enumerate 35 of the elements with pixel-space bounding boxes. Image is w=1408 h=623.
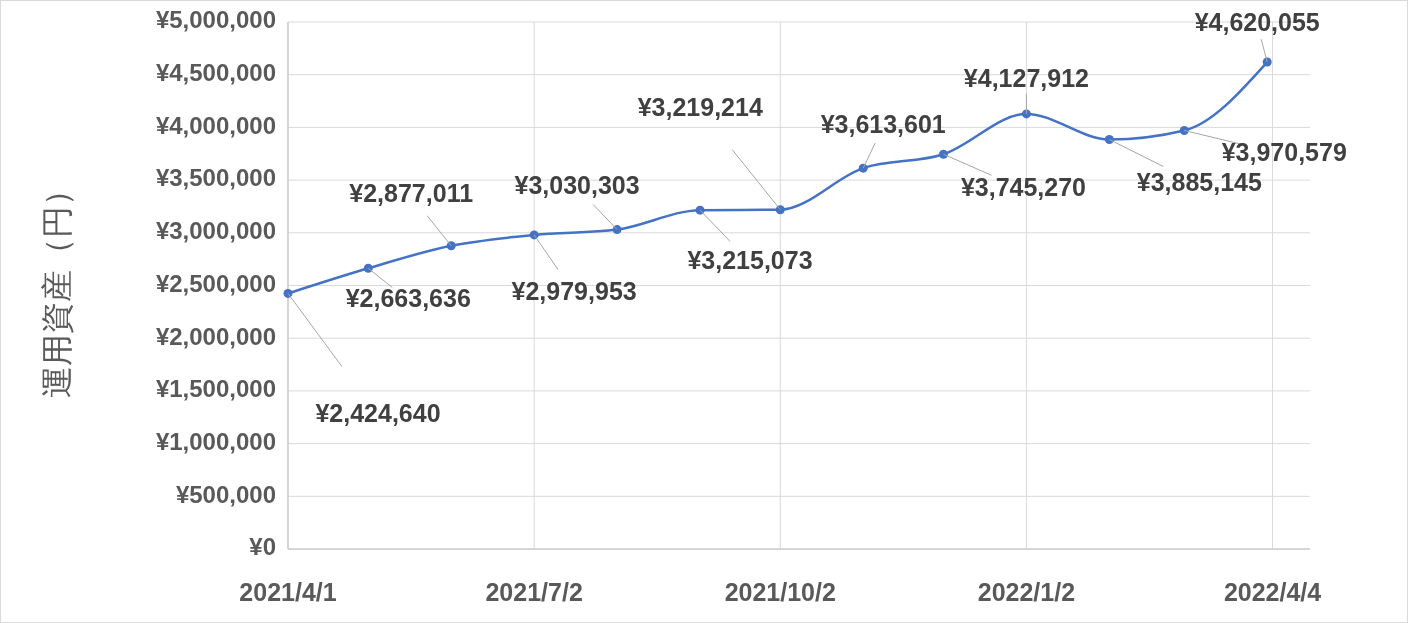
y-tick-label: ¥5,000,000 [155, 6, 276, 34]
data-label: ¥3,613,601 [820, 109, 946, 138]
y-tick-label: ¥3,000,000 [155, 217, 276, 245]
data-label: ¥2,663,636 [345, 283, 471, 312]
point [938, 149, 948, 159]
x-tick-label: 2022/1/2 [977, 578, 1076, 606]
y-tick-label: ¥500,000 [175, 480, 276, 508]
y-axis-title: 運用資産（円） [39, 173, 76, 398]
point [775, 205, 785, 215]
point [446, 241, 456, 251]
x-tick-label: 2022/4/4 [1223, 578, 1322, 606]
x-tick-label: 2021/7/2 [485, 578, 583, 606]
y-tick-label: ¥3,500,000 [155, 164, 276, 192]
x-tick-label: 2021/4/1 [239, 578, 337, 606]
y-tick-label: ¥1,000,000 [155, 427, 276, 455]
data-label: ¥3,745,270 [960, 172, 1087, 201]
data-label: ¥4,620,055 [1194, 7, 1320, 36]
x-tick-label: 2021/10/2 [724, 578, 836, 606]
y-tick-label: ¥0 [249, 533, 276, 561]
y-tick-label: ¥4,000,000 [155, 111, 276, 139]
data-label: ¥2,979,953 [511, 276, 637, 305]
data-label: ¥3,030,303 [514, 171, 640, 200]
y-tick-label: ¥1,500,000 [155, 375, 276, 403]
data-label: ¥3,215,073 [687, 245, 813, 274]
data-label: ¥3,219,214 [637, 93, 763, 122]
data-label: ¥3,970,579 [1221, 138, 1347, 167]
data-label: ¥3,885,145 [1136, 168, 1262, 197]
point [1104, 135, 1114, 145]
y-tick-label: ¥2,500,000 [155, 269, 276, 297]
data-label: ¥2,424,640 [315, 399, 441, 428]
y-tick-label: ¥4,500,000 [155, 59, 276, 87]
data-label: ¥2,877,011 [349, 179, 474, 208]
point [1179, 126, 1189, 135]
y-tick-label: ¥2,000,000 [155, 322, 276, 350]
data-label: ¥4,127,912 [963, 63, 1089, 92]
